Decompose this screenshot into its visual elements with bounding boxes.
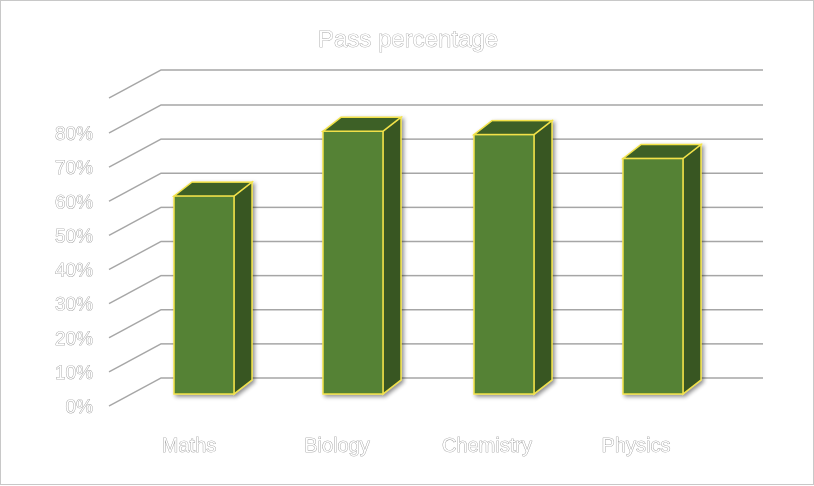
y-tick-label: 70% (55, 158, 93, 179)
y-tick-label: 30% (55, 295, 93, 316)
x-category-label: Physics (602, 435, 671, 457)
gridline (108, 377, 763, 407)
chart-title: Pass percentage (318, 26, 498, 53)
y-axis-ticks: 0% 10% 20% 30% 40% 50% 60% 70% 80% (55, 124, 94, 419)
bar-side-face (682, 143, 702, 396)
bar-front-face (622, 157, 684, 395)
x-category-label: Maths (162, 435, 216, 457)
x-axis-labels: Maths Biology Chemistry Physics (161, 435, 671, 458)
bar-side-face (533, 119, 553, 396)
y-tick-label: 20% (55, 329, 93, 350)
bar-biology (320, 115, 404, 396)
bar-side-face (382, 115, 402, 396)
bar-maths (171, 180, 255, 396)
bar-physics (620, 143, 704, 396)
gridline (108, 138, 763, 168)
bar-side-face (233, 180, 253, 396)
gridline (108, 172, 763, 202)
y-tick-label: 60% (55, 192, 93, 213)
x-category-label: Chemistry (442, 435, 532, 457)
y-tick-label: 50% (55, 226, 93, 247)
gridline (108, 240, 763, 271)
gridlines (108, 69, 763, 407)
y-tick-label: 10% (55, 363, 93, 384)
gridline (108, 274, 763, 305)
bar-chemistry (471, 119, 555, 396)
gridline (108, 206, 763, 236)
gridline (108, 69, 763, 99)
bars (171, 115, 704, 396)
y-tick-label: 0% (66, 397, 94, 418)
gridline (108, 343, 763, 373)
y-tick-label: 40% (55, 261, 93, 282)
y-tick-label: 80% (55, 124, 93, 145)
bar-front-face (322, 130, 384, 395)
gridline (108, 309, 763, 339)
bar-front-face (173, 195, 235, 395)
bar-front-face (473, 133, 535, 395)
gridline (108, 104, 763, 134)
x-category-label: Biology (304, 435, 370, 457)
